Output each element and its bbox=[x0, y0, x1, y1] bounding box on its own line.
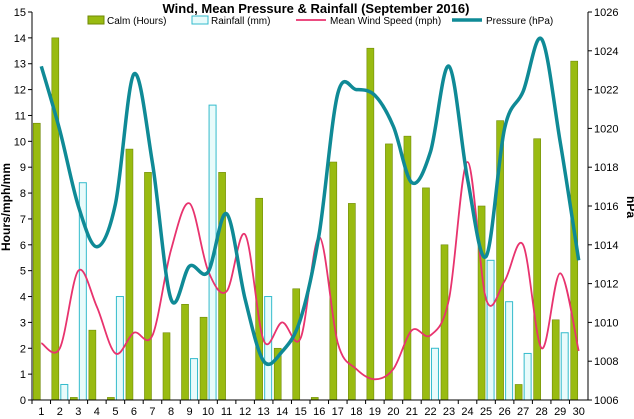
calm-bar bbox=[32, 122, 41, 401]
y2-tick-label: 1024 bbox=[594, 46, 618, 58]
x-tick-label: 7 bbox=[149, 406, 155, 418]
x-tick-label: 19 bbox=[369, 406, 381, 418]
legend-label: Mean Wind Speed (mph) bbox=[330, 16, 441, 27]
calm-bar bbox=[181, 303, 189, 401]
x-tick-label: 25 bbox=[480, 406, 492, 418]
rainfall-bar bbox=[264, 296, 273, 401]
x-tick-label: 30 bbox=[573, 406, 585, 418]
x-tick-label: 5 bbox=[112, 406, 118, 418]
x-tick-label: 28 bbox=[536, 406, 548, 418]
x-tick-label: 11 bbox=[221, 406, 232, 418]
rainfall-bar bbox=[560, 332, 569, 401]
x-tick-label: 23 bbox=[443, 406, 455, 418]
y2-tick-label: 1012 bbox=[594, 279, 618, 291]
x-tick-label: 3 bbox=[75, 406, 81, 418]
x-tick-label: 21 bbox=[406, 406, 418, 418]
x-tick-label: 15 bbox=[295, 406, 307, 418]
x-tick-label: 2 bbox=[57, 406, 63, 418]
y2-tick-label: 1010 bbox=[594, 317, 618, 329]
calm-bar bbox=[162, 332, 171, 401]
legend: Calm (Hours) Rainfall (mm) Mean Wind Speed… bbox=[87, 15, 553, 27]
rainfall-bar bbox=[486, 259, 495, 401]
x-tick-label: 22 bbox=[424, 406, 436, 418]
calm-bar bbox=[348, 203, 356, 401]
y2-tick-label: 1026 bbox=[594, 7, 618, 19]
legend-swatch bbox=[191, 15, 209, 25]
calm-bar bbox=[385, 143, 393, 401]
x-tick-label: 1 bbox=[38, 406, 44, 418]
calm-bar bbox=[477, 205, 486, 401]
x-tick-label: 14 bbox=[276, 406, 288, 418]
x-tick-label: 18 bbox=[350, 406, 362, 418]
y2-tick-label: 1016 bbox=[594, 201, 618, 213]
x-tick-label: 13 bbox=[258, 406, 270, 418]
y-tick-label: 11 bbox=[15, 110, 26, 122]
y2-tick-label: 1008 bbox=[594, 356, 618, 368]
rainfall-bar bbox=[505, 301, 514, 401]
y2-tick-label: 1020 bbox=[594, 123, 618, 135]
calm-bar bbox=[144, 172, 152, 401]
y2-tick-label: 1014 bbox=[594, 240, 618, 252]
y-tick-label: 5 bbox=[20, 266, 26, 278]
y2-tick-label: 1006 bbox=[594, 395, 618, 407]
calm-bar bbox=[125, 148, 134, 401]
y-tick-label: 8 bbox=[20, 188, 26, 200]
rainfall-bar bbox=[430, 347, 439, 401]
y-tick-label: 3 bbox=[20, 317, 26, 329]
calm-bar bbox=[88, 329, 97, 401]
y-tick-label: 1 bbox=[20, 369, 26, 381]
y2-tick-label: 1018 bbox=[594, 162, 618, 174]
y2-axis-label: hPa bbox=[624, 196, 634, 218]
y-tick-label: 14 bbox=[14, 33, 26, 45]
plot-area bbox=[32, 36, 581, 401]
y-tick-label: 9 bbox=[20, 162, 26, 174]
calm-bar bbox=[514, 384, 523, 401]
calm-bar bbox=[329, 161, 338, 401]
pressure-line bbox=[39, 36, 581, 367]
calm-bar bbox=[199, 316, 208, 401]
calm-bar bbox=[366, 47, 375, 401]
calm-bar bbox=[292, 288, 301, 401]
legend-label: Calm (Hours) bbox=[107, 16, 166, 27]
y-axis-label: Hours/mph/mm bbox=[0, 163, 13, 251]
legend-label: Rainfall (mm) bbox=[211, 16, 270, 27]
x-tick-label: 10 bbox=[202, 406, 214, 418]
x-tick-label: 8 bbox=[168, 406, 174, 418]
y-tick-label: 15 bbox=[14, 7, 26, 19]
legend-label: Pressure (hPa) bbox=[486, 16, 553, 27]
calm-bar bbox=[533, 138, 541, 401]
y2-tick-label: 1022 bbox=[594, 85, 618, 97]
x-tick-label: 4 bbox=[94, 406, 100, 418]
y-tick-label: 2 bbox=[20, 343, 26, 355]
x-tick-label: 12 bbox=[239, 406, 251, 418]
rainfall-bar bbox=[190, 358, 199, 401]
calm-bar bbox=[551, 319, 560, 401]
y-tick-label: 7 bbox=[20, 214, 26, 226]
rainfall-bar bbox=[60, 383, 69, 401]
x-tick-label: 17 bbox=[332, 406, 344, 418]
x-tick-label: 24 bbox=[461, 406, 473, 418]
x-tick-label: 9 bbox=[186, 406, 192, 418]
y-tick-label: 10 bbox=[14, 136, 26, 148]
x-tick-label: 29 bbox=[554, 406, 566, 418]
calm-bar bbox=[422, 187, 430, 401]
chart-title: Wind, Mean Pressure & Rainfall (Septembe… bbox=[163, 1, 470, 16]
y-tick-label: 12 bbox=[14, 85, 26, 97]
calm-bar bbox=[51, 37, 60, 401]
calm-bar bbox=[218, 172, 226, 401]
x-tick-label: 6 bbox=[131, 406, 137, 418]
y-tick-label: 13 bbox=[14, 59, 26, 71]
axes: 0123456789101112131415100610081010101210… bbox=[14, 7, 619, 418]
x-tick-label: 20 bbox=[387, 406, 399, 418]
y-tick-label: 4 bbox=[20, 292, 26, 304]
y-tick-label: 6 bbox=[20, 240, 26, 252]
x-tick-label: 16 bbox=[313, 406, 325, 418]
x-tick-label: 26 bbox=[498, 406, 510, 418]
y-tick-label: 0 bbox=[20, 395, 26, 407]
x-tick-label: 27 bbox=[517, 406, 529, 418]
legend-swatch bbox=[87, 15, 105, 25]
rainfall-bar bbox=[523, 352, 532, 401]
